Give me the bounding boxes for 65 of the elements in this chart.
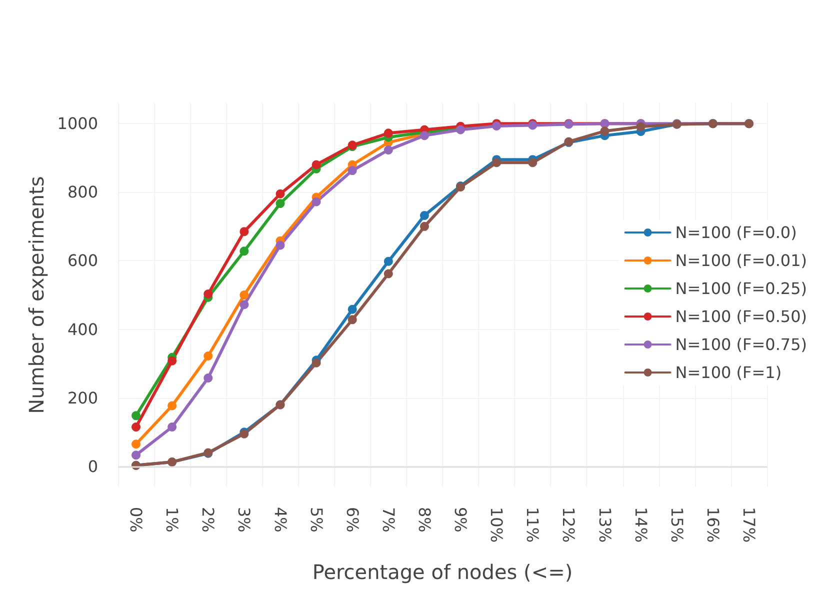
x-tick-label: 9% xyxy=(451,507,470,532)
y-tick-label: 400 xyxy=(67,320,98,339)
legend-label: N=100 (F=0.01) xyxy=(675,251,807,270)
point xyxy=(312,160,321,170)
x-tick-label: 5% xyxy=(306,507,326,532)
x-tick-label: 6% xyxy=(342,507,362,532)
point xyxy=(168,356,177,366)
y-tick-label: 1000 xyxy=(57,114,98,134)
point xyxy=(384,145,393,154)
x-tick-label: 12% xyxy=(559,507,578,543)
point xyxy=(132,422,141,432)
point xyxy=(600,126,610,136)
x-tick-label: 0% xyxy=(126,507,146,532)
point xyxy=(132,411,141,420)
point xyxy=(204,352,213,361)
point xyxy=(132,440,141,449)
x-tick-label: 1% xyxy=(162,507,182,532)
legend-label: N=100 (F=0.0) xyxy=(675,223,797,242)
point xyxy=(528,158,538,168)
x-tick-label: 16% xyxy=(703,507,722,543)
legend-label: N=100 (F=0.50) xyxy=(675,307,807,326)
point xyxy=(348,315,357,324)
point xyxy=(492,158,502,168)
point xyxy=(384,269,393,278)
x-tick-label: 10% xyxy=(487,507,506,543)
point xyxy=(312,358,321,368)
point xyxy=(204,289,213,298)
y-axis-title: Number of experiments xyxy=(24,176,48,414)
x-tick-label: 14% xyxy=(631,507,650,543)
x-tick-label: 7% xyxy=(378,507,398,532)
legend-label: N=100 (F=1) xyxy=(675,363,782,382)
x-tick-label: 17% xyxy=(739,507,758,543)
legend-label: N=100 (F=0.25) xyxy=(675,279,807,298)
point xyxy=(348,304,357,314)
point xyxy=(240,300,249,310)
point xyxy=(240,227,249,236)
point xyxy=(276,240,285,250)
point xyxy=(204,373,213,382)
point xyxy=(348,166,357,176)
y-tick-label: 200 xyxy=(67,388,98,408)
point xyxy=(276,189,285,198)
x-tick-label: 8% xyxy=(414,507,434,532)
point xyxy=(132,450,141,460)
x-tick-label: 11% xyxy=(523,507,542,543)
point xyxy=(384,128,393,138)
point xyxy=(312,197,321,206)
y-tick-label: 0 xyxy=(88,456,98,476)
point xyxy=(240,246,249,256)
y-tick-label: 600 xyxy=(67,251,98,270)
point xyxy=(276,198,285,208)
y-tick-label: 800 xyxy=(67,182,98,202)
x-tick-label: 3% xyxy=(234,507,254,532)
point xyxy=(420,210,429,220)
point xyxy=(636,122,646,132)
x-tick-label: 15% xyxy=(667,507,686,543)
x-axis-title: Percentage of nodes (<=) xyxy=(312,560,573,584)
point xyxy=(384,256,393,266)
legend-label: N=100 (F=0.75) xyxy=(675,335,807,354)
x-tick-label: 4% xyxy=(270,507,290,532)
x-tick-label: 13% xyxy=(595,507,614,543)
point xyxy=(168,422,177,432)
point xyxy=(168,401,177,410)
x-tick-label: 2% xyxy=(198,507,218,532)
point xyxy=(240,290,249,300)
point xyxy=(420,222,429,231)
